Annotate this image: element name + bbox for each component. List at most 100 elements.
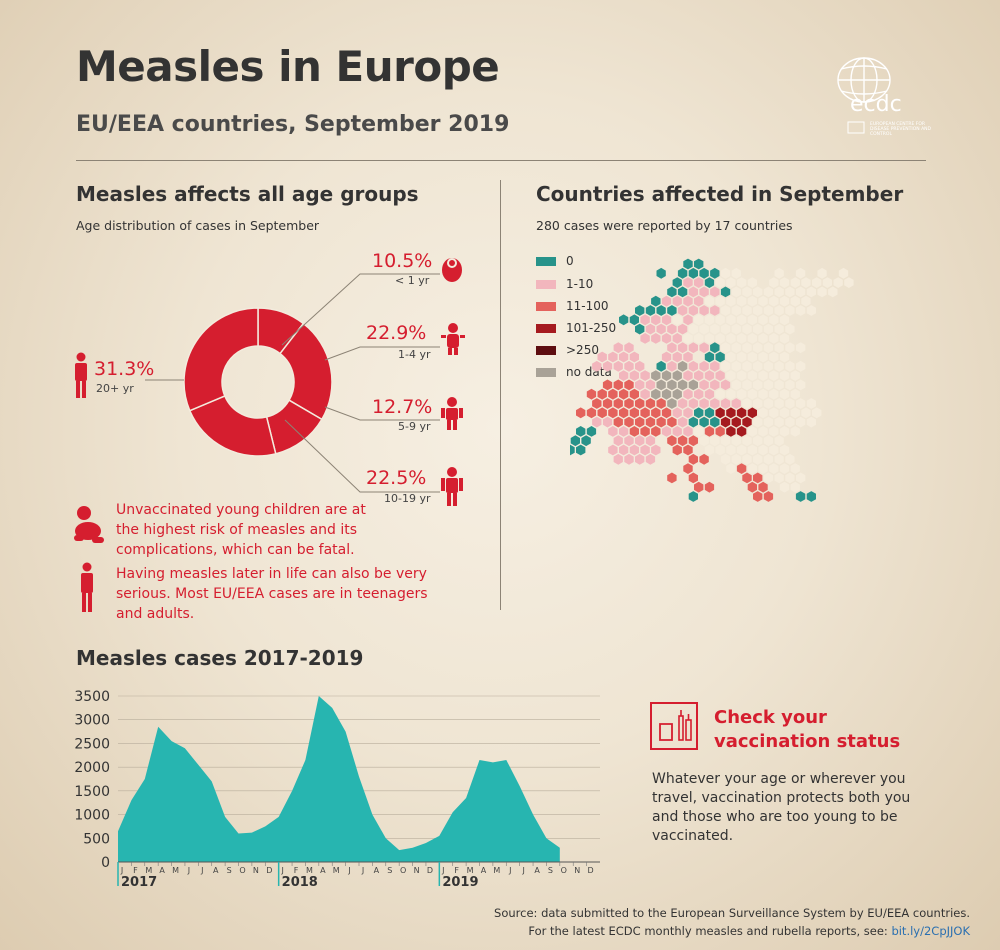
map-hex bbox=[688, 342, 698, 354]
map-hex bbox=[640, 370, 650, 381]
map-hex bbox=[715, 333, 725, 344]
map-hex bbox=[624, 379, 634, 391]
map-hex bbox=[790, 407, 800, 419]
map-hex bbox=[635, 379, 645, 391]
map-hex bbox=[731, 379, 741, 391]
map-hex bbox=[774, 435, 784, 447]
map-hex bbox=[694, 258, 704, 270]
map-hex bbox=[779, 351, 790, 363]
map-hex bbox=[651, 407, 661, 419]
map-hex bbox=[667, 472, 677, 484]
map-hex bbox=[747, 463, 757, 474]
source-link[interactable]: bit.ly/2CpJJOK bbox=[891, 924, 970, 938]
map-hex bbox=[736, 295, 747, 307]
map-hex bbox=[747, 444, 757, 456]
map-hex bbox=[790, 370, 800, 381]
map-hex bbox=[619, 314, 629, 326]
map-hex bbox=[720, 453, 731, 465]
map-hex bbox=[726, 407, 736, 419]
map-hex bbox=[661, 295, 672, 307]
map-hex bbox=[704, 351, 715, 363]
y-tick-label: 3000 bbox=[74, 713, 110, 729]
map-hex bbox=[753, 360, 763, 372]
map-hex bbox=[635, 398, 645, 409]
map-hex bbox=[774, 342, 784, 354]
map-hex bbox=[747, 407, 757, 419]
map-hex bbox=[731, 305, 741, 316]
map-hex bbox=[795, 342, 806, 354]
map-hex bbox=[785, 342, 795, 354]
map-hex bbox=[758, 407, 768, 419]
map-hex bbox=[694, 295, 704, 307]
map-hex bbox=[635, 360, 645, 372]
map-hex bbox=[763, 379, 774, 391]
map-hex bbox=[629, 426, 639, 437]
map-hex bbox=[629, 407, 639, 419]
map-hex bbox=[661, 388, 672, 400]
map-hex bbox=[608, 444, 618, 456]
map-hex bbox=[731, 342, 741, 354]
map-hex bbox=[677, 286, 688, 298]
leader-line-under1 bbox=[281, 273, 440, 346]
map-hex bbox=[790, 295, 800, 307]
map-hex bbox=[742, 286, 752, 298]
source-line1: Source: data submitted to the European S… bbox=[494, 906, 970, 920]
legend-swatch bbox=[536, 346, 556, 355]
map-hex bbox=[731, 398, 741, 409]
ecdc-logo: ecdc EUROPEAN CENTRE FOR DISEASE PREVENT… bbox=[826, 52, 936, 144]
map-hex bbox=[731, 435, 741, 447]
x-month-label: O bbox=[400, 866, 406, 875]
map-hex bbox=[801, 407, 811, 419]
map-hex bbox=[774, 286, 784, 298]
map-hex bbox=[624, 360, 634, 372]
map-hex bbox=[715, 277, 725, 288]
map-hex bbox=[710, 360, 720, 372]
map-hex bbox=[694, 426, 704, 437]
map-hex bbox=[619, 370, 629, 381]
map-hex bbox=[720, 342, 731, 354]
y-tick-label: 1000 bbox=[74, 808, 110, 824]
map-hex bbox=[790, 481, 800, 493]
map-hex bbox=[672, 407, 682, 419]
map-hex bbox=[635, 323, 645, 335]
toddler-icon bbox=[441, 323, 465, 355]
age-label-5to9: 5-9 yr bbox=[398, 420, 431, 433]
map-hex bbox=[677, 398, 688, 409]
map-hex bbox=[812, 277, 822, 288]
map-hex bbox=[753, 472, 763, 484]
map-hex bbox=[785, 323, 795, 335]
map-hex bbox=[785, 379, 795, 391]
map-hex bbox=[747, 314, 757, 326]
map-hex bbox=[715, 426, 725, 437]
age-label-under1: < 1 yr bbox=[395, 274, 430, 287]
map-hex bbox=[602, 398, 613, 409]
map-hex bbox=[586, 407, 597, 419]
map-hex bbox=[694, 314, 704, 326]
map-hex bbox=[683, 295, 693, 307]
map-hex bbox=[758, 481, 768, 493]
map-hex bbox=[694, 388, 704, 400]
map-hex bbox=[731, 267, 741, 279]
map-hex bbox=[699, 267, 709, 279]
map-hex bbox=[586, 388, 597, 400]
vaccination-icon bbox=[650, 702, 698, 750]
x-month-label: J bbox=[347, 866, 350, 875]
map-hex bbox=[694, 277, 704, 288]
map-hex bbox=[763, 453, 774, 465]
map-hex bbox=[683, 370, 693, 381]
adult-standing-icon bbox=[81, 562, 93, 612]
map-hex bbox=[688, 305, 698, 316]
legend-swatch bbox=[536, 324, 556, 333]
map-hex bbox=[677, 435, 688, 447]
y-tick-label: 0 bbox=[101, 855, 110, 871]
map-hex bbox=[774, 323, 784, 335]
map-hex bbox=[790, 277, 800, 288]
map-hex bbox=[720, 286, 731, 298]
map-hex bbox=[629, 370, 639, 381]
map-hex bbox=[801, 277, 811, 288]
map-hex bbox=[710, 286, 720, 298]
hex-map-group bbox=[570, 258, 854, 502]
map-hex bbox=[779, 295, 790, 307]
map-hex bbox=[635, 416, 645, 428]
